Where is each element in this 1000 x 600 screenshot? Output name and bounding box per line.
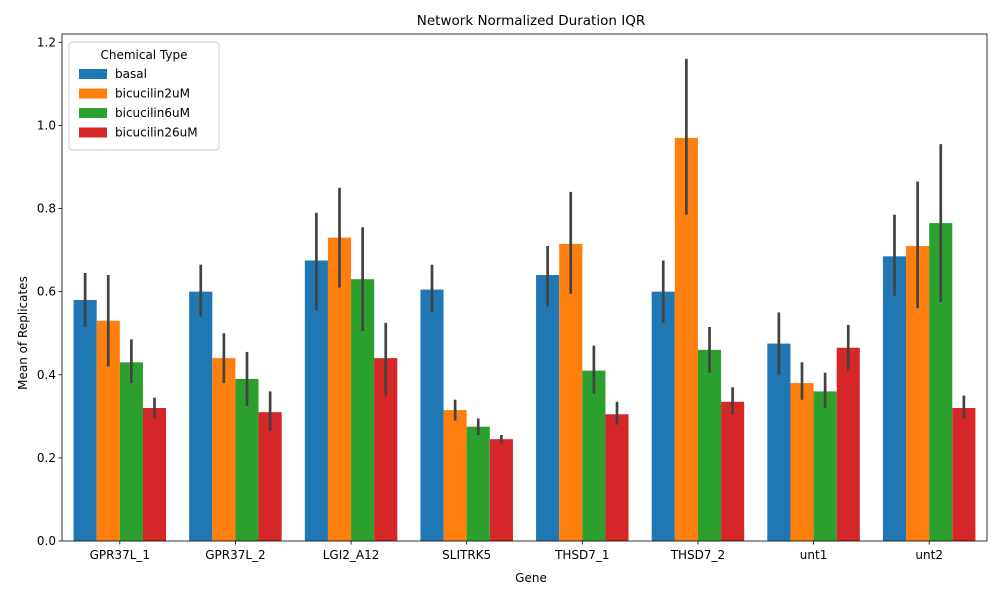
y-tick-label: 0.0 [37, 534, 56, 548]
axes: 0.0 0.2 0.4 0.6 0.8 1.0 1.2 GPR37L_1 GPR37L_2 LGI… [37, 33, 988, 562]
x-tick-label: THSD7_2 [670, 548, 725, 562]
bar-bicucilin6uM-THSD7_2 [697, 349, 722, 541]
bar-bicucilin2uM-THSD7_1 [559, 243, 583, 542]
series-bicucilin2uM [96, 58, 930, 542]
bar-bicucilin2uM-LGI2_A12 [327, 237, 352, 541]
bar-bicucilin26uM-GPR37L_2 [258, 412, 282, 541]
bar-bicucilin26uM-THSD7_2 [721, 401, 745, 541]
legend-label-bicucilin2uM: bicucilin2uM [115, 87, 190, 101]
y-tick-label: 0.2 [37, 451, 56, 465]
y-tick-label: 1.2 [37, 35, 56, 49]
bar-basal-THSD7_1 [536, 275, 560, 541]
bar-basal-SLITRK5 [420, 289, 444, 541]
bar-bicucilin6uM-unt1 [813, 391, 837, 541]
bar-bicucilin26uM-THSD7_1 [605, 414, 629, 541]
legend-swatch-bicucilin26uM [79, 127, 107, 138]
x-tick-label: LGI2_A12 [323, 548, 380, 562]
bar-bicucilin26uM-unt2 [952, 408, 976, 541]
bar-bicucilin6uM-THSD7_1 [582, 370, 606, 541]
series-basal [73, 212, 907, 541]
legend-label-bicucilin26uM: bicucilin26uM [115, 126, 198, 140]
x-tick-label: unt2 [915, 548, 943, 562]
chart-title: Network Normalized Duration IQR [417, 13, 645, 29]
bar-bicucilin2uM-GPR37L_1 [96, 320, 120, 541]
bar-bicucilin6uM-LGI2_A12 [351, 279, 375, 541]
x-tick-label: unt1 [800, 548, 828, 562]
bar-basal-GPR37L_1 [73, 299, 97, 541]
bar-bicucilin26uM-GPR37L_1 [142, 408, 167, 541]
y-tick-label: 0.8 [37, 202, 56, 216]
x-tick-label: THSD7_1 [554, 548, 609, 562]
x-axis-title: Gene [515, 571, 547, 585]
bar-bicucilin6uM-GPR37L_2 [235, 378, 259, 541]
bar-bicucilin26uM-LGI2_A12 [374, 358, 398, 541]
legend-label-basal: basal [115, 67, 147, 81]
bar-basal-unt2 [882, 256, 907, 541]
plot-frame [61, 33, 988, 542]
y-tick-label: 0.4 [37, 368, 56, 382]
bar-basal-unt1 [767, 343, 791, 541]
bar-bicucilin2uM-unt2 [906, 245, 930, 541]
y-tick-label: 0.6 [37, 285, 56, 299]
bar-bicucilin26uM-unt1 [836, 347, 860, 541]
bar-bicucilin6uM-GPR37L_1 [119, 362, 143, 541]
x-tick-label: SLITRK5 [442, 548, 491, 562]
bar-basal-LGI2_A12 [304, 260, 328, 541]
x-tick-label: GPR37L_1 [90, 548, 150, 562]
bar-bicucilin6uM-SLITRK5 [466, 426, 490, 541]
series-bicucilin6uM [119, 144, 953, 541]
x-tick-label: GPR37L_2 [205, 548, 265, 562]
bar-bicucilin2uM-GPR37L_2 [212, 358, 236, 541]
y-tick-label: 1.0 [37, 118, 56, 132]
bar-bicucilin2uM-SLITRK5 [443, 410, 467, 541]
legend-swatch-bicucilin2uM [79, 88, 107, 99]
series-bicucilin26uM [142, 322, 976, 541]
y-axis-title: Mean of Replicates [16, 276, 30, 390]
bar-bicucilin2uM-THSD7_2 [674, 137, 698, 542]
bar-bicucilin6uM-unt2 [929, 223, 953, 541]
legend-label-bicucilin6uM: bicucilin6uM [115, 106, 190, 120]
bar-bicucilin26uM-SLITRK5 [489, 439, 513, 541]
bar-basal-THSD7_2 [651, 291, 675, 541]
legend-swatch-basal [79, 69, 107, 79]
plot-area [73, 58, 976, 542]
legend-swatch-bicucilin6uM [79, 108, 107, 118]
legend: Chemical Type basal bicucilin2uM bicucilin… [68, 41, 220, 151]
bar-bicucilin2uM-unt1 [790, 383, 814, 541]
legend-title: Chemical Type [100, 48, 187, 62]
bar-basal-GPR37L_2 [189, 291, 213, 541]
